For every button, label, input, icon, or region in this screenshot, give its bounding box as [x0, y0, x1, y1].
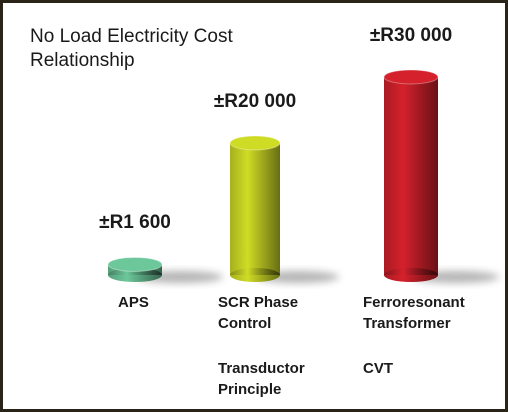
category-label: Ferroresonant Transformer: [363, 292, 503, 334]
bar-top: [384, 70, 438, 84]
value-label: ±R30 000: [370, 25, 452, 47]
bar: [108, 257, 162, 282]
category-label: APS: [118, 292, 198, 313]
bar: [384, 70, 438, 282]
bar-top: [108, 257, 162, 271]
bar-shade-bottom: [384, 268, 438, 282]
bar: [230, 136, 280, 282]
chart-title: No Load Electricity Cost Relationship: [30, 25, 240, 73]
bar-shade: [230, 143, 280, 275]
bar-shade: [384, 77, 438, 275]
bar-top: [230, 136, 280, 150]
value-label: ±R20 000: [214, 91, 296, 113]
value-label: ±R1 600: [99, 212, 171, 234]
annotation: Transductor Principle: [218, 358, 338, 400]
bar-shade-bottom: [230, 268, 280, 282]
category-label: SCR Phase Control: [218, 292, 338, 334]
chart: No Load Electricity Cost Relationship ±R…: [0, 0, 508, 412]
annotation: CVT: [363, 358, 483, 379]
